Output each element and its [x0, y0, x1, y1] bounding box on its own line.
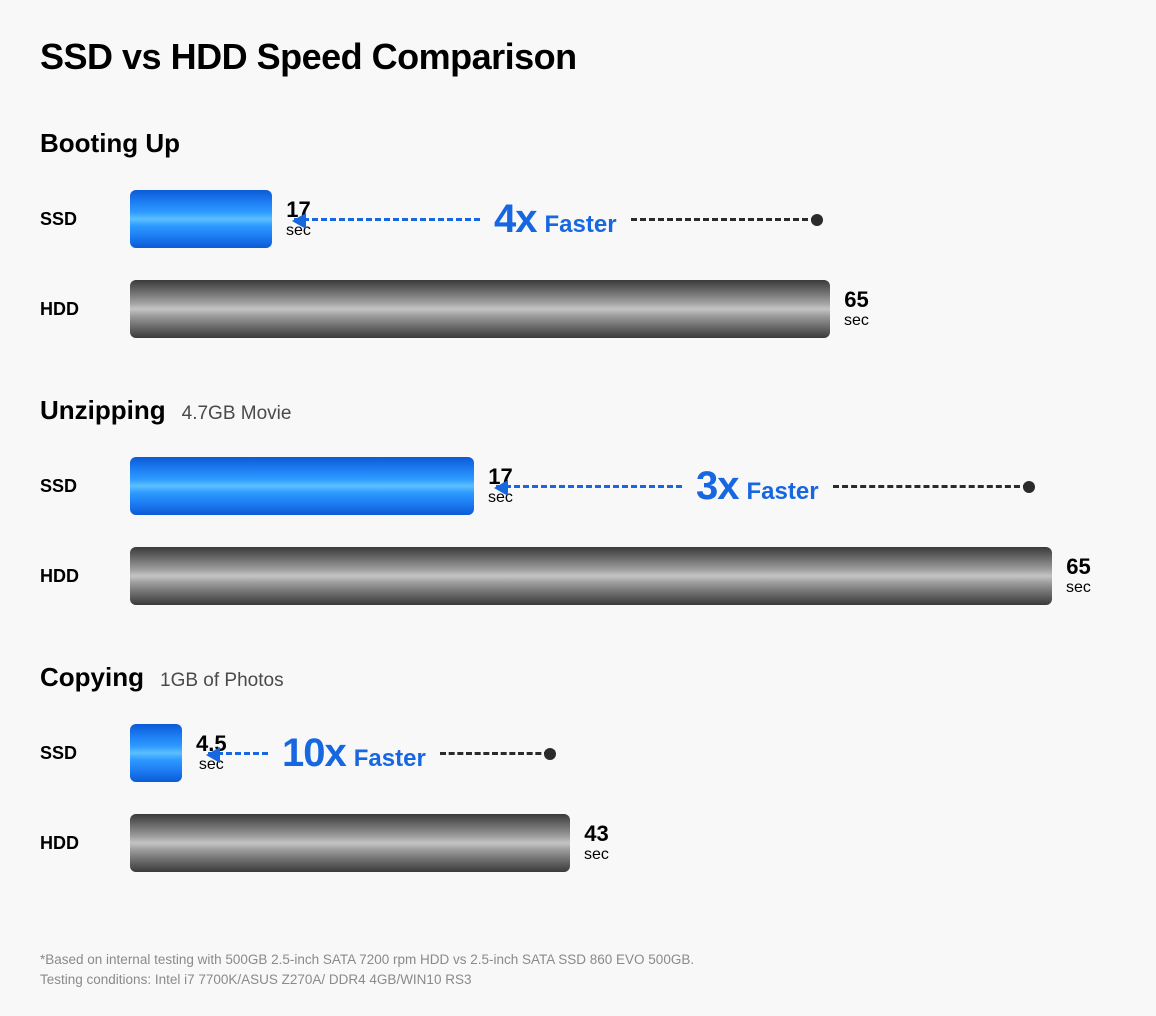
section-subtitle: 4.7GB Movie: [182, 403, 292, 425]
arrow-left-icon: [294, 218, 480, 221]
ssd-bar: [130, 724, 182, 782]
ssd-label: SSD: [40, 743, 130, 764]
section-title: Unzipping: [40, 395, 166, 426]
ssd-bar: [130, 457, 474, 515]
faster-annotation: 3x Faster: [496, 466, 1044, 506]
hdd-bar: [130, 280, 830, 338]
dot-right-icon: [833, 485, 1029, 488]
faster-word: Faster: [354, 745, 426, 773]
hdd-row: HDD 43 sec: [40, 811, 1116, 875]
dot-right-icon: [440, 752, 550, 755]
section-title: Booting Up: [40, 128, 180, 159]
faster-annotation: 10x Faster: [208, 733, 570, 773]
section-title: Copying: [40, 662, 144, 693]
arrow-left-icon: [496, 485, 682, 488]
hdd-value: 43 sec: [584, 823, 609, 863]
ssd-bar: [130, 190, 272, 248]
multiplier-value: 10x: [282, 731, 346, 776]
faster-word: Faster: [747, 478, 819, 506]
comparison-card: SSD vs HDD Speed Comparison Booting Up SS…: [0, 0, 1156, 1016]
multiplier-value: 3x: [696, 464, 739, 509]
hdd-row: HDD 65 sec: [40, 544, 1116, 608]
footnote: *Based on internal testing with 500GB 2.…: [40, 950, 694, 991]
value-unit: sec: [1066, 580, 1091, 596]
section: Copying1GB of PhotosSSD4.5sec10xFasterHD…: [40, 662, 1116, 875]
hdd-value: 65 sec: [844, 289, 869, 329]
footnote-line: *Based on internal testing with 500GB 2.…: [40, 950, 694, 970]
faster-word: Faster: [545, 211, 617, 239]
section-header: Booting Up: [40, 128, 1116, 159]
hdd-value: 65 sec: [1066, 556, 1091, 596]
bar-area: 65 sec: [130, 547, 1116, 605]
bar-area: 17sec4xFaster: [130, 190, 1116, 248]
ssd-label: SSD: [40, 209, 130, 230]
hdd-bar: [130, 814, 570, 872]
hdd-label: HDD: [40, 566, 130, 587]
arrow-left-icon: [208, 752, 268, 755]
ssd-row: SSD17sec3xFaster: [40, 454, 1116, 518]
value-number: 65: [844, 289, 869, 311]
hdd-label: HDD: [40, 299, 130, 320]
ssd-label: SSD: [40, 476, 130, 497]
ssd-row: SSD17sec4xFaster: [40, 187, 1116, 251]
dot-right-icon: [631, 218, 817, 221]
footnote-line: Testing conditions: Intel i7 7700K/ASUS …: [40, 970, 694, 990]
multiplier-label: 10x Faster: [268, 731, 440, 776]
page-title: SSD vs HDD Speed Comparison: [40, 36, 1116, 78]
section: Booting UpSSD17sec4xFasterHDD65sec: [40, 128, 1116, 341]
faster-annotation: 4x Faster: [294, 199, 830, 239]
bar-area: 4.5sec10xFaster: [130, 724, 1116, 782]
hdd-label: HDD: [40, 833, 130, 854]
hdd-bar: [130, 547, 1052, 605]
section-header: Unzipping 4.7GB Movie: [40, 395, 1116, 426]
value-unit: sec: [844, 313, 869, 329]
multiplier-value: 4x: [494, 197, 537, 242]
ssd-row: SSD4.5sec10xFaster: [40, 721, 1116, 785]
bar-area: 43 sec: [130, 814, 1116, 872]
multiplier-label: 3x Faster: [682, 464, 833, 509]
multiplier-label: 4x Faster: [480, 197, 631, 242]
hdd-row: HDD 65 sec: [40, 277, 1116, 341]
section-subtitle: 1GB of Photos: [160, 670, 284, 692]
bar-area: 17sec3xFaster: [130, 457, 1116, 515]
section-header: Copying 1GB of Photos: [40, 662, 1116, 693]
bar-area: 65 sec: [130, 280, 1116, 338]
value-number: 43: [584, 823, 609, 845]
value-number: 65: [1066, 556, 1091, 578]
value-unit: sec: [584, 847, 609, 863]
section: Unzipping4.7GB MovieSSD17sec3xFasterHDD6…: [40, 395, 1116, 608]
